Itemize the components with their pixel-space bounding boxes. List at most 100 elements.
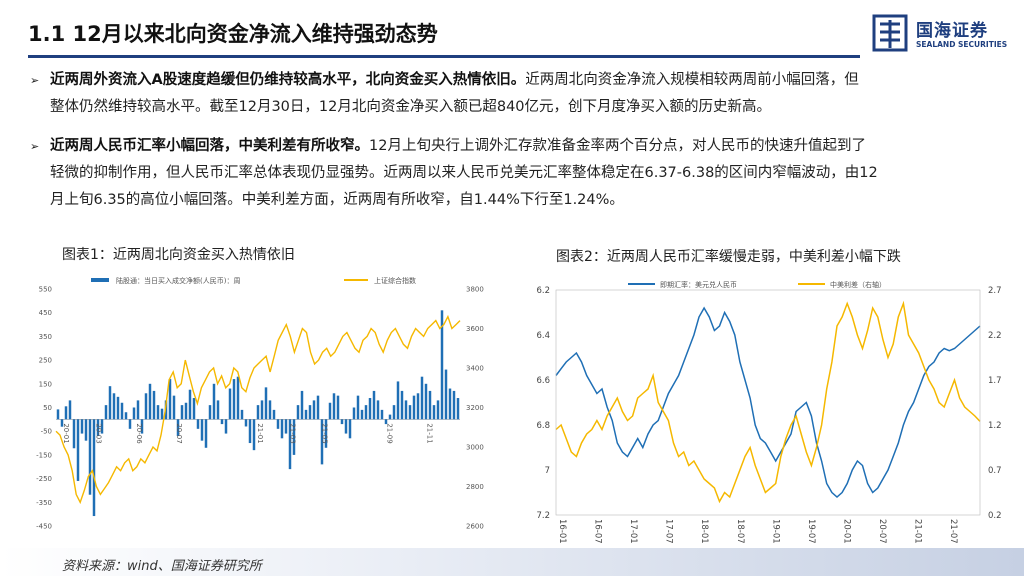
chart2-plot-frame: [555, 289, 981, 516]
chart1-bar: [376, 400, 380, 420]
chart1-bar: [456, 398, 460, 420]
chart1-bar: [364, 405, 368, 420]
chart1-bar: [316, 395, 320, 420]
chart2-x-tick: 20-07: [877, 519, 887, 544]
chart1-bar: [268, 400, 272, 420]
chart1-yright-tick: 3200: [466, 404, 484, 412]
chart1-bar: [248, 419, 252, 444]
chart1-yright-tick: 3400: [466, 365, 484, 373]
chart1-bar: [400, 390, 404, 420]
chart2-legend-spread: 中美利差（右轴）: [830, 280, 886, 289]
chart2-yright-tick: 2.7: [988, 286, 1002, 296]
chart1-x-tick: 20-06: [135, 423, 143, 444]
chart2-title: 图表2：近两周人民币汇率缓慢走弱，中美利差小幅下跌: [556, 249, 901, 265]
bullet-2-line2: 轻微的抑制作用，但人民币汇率总体表现仍显强势。近两周以来人民币兑美元汇率整体稳定…: [50, 165, 878, 181]
chart2-yright-tick: 1.2: [988, 421, 1002, 431]
chart2-spread-line: [555, 300, 981, 504]
chart1-bar: [256, 405, 260, 420]
chart1-bar: [136, 400, 140, 420]
chart1-bar: [324, 419, 328, 448]
chart1-yright-tick: 2800: [466, 483, 484, 491]
chart2-x-tick: 21-01: [913, 519, 923, 544]
chart1-bar: [276, 419, 280, 429]
chart1-bar: [272, 409, 276, 420]
chart1-bar: [172, 395, 176, 420]
chart2-x-tick: 19-01: [770, 519, 780, 544]
chart2-legend-usd: 即期汇率：美元兑人民币: [660, 280, 737, 289]
chart2-x-tick: 18-07: [735, 519, 745, 544]
chart2-x-tick: 19-07: [806, 519, 816, 544]
chart1-bar: [380, 409, 384, 420]
chart1-bar: [280, 419, 284, 439]
bullet-1-bold: 近两周外资流入A股速度趋缓但仍维持较高水平，北向资金买入热情依旧。: [50, 72, 526, 88]
chart2-yright-tick: 1.7: [988, 376, 1002, 386]
chart1-bar: [120, 402, 124, 420]
chart1-bar: [420, 376, 424, 420]
chart1-bar: [288, 419, 292, 470]
chart1-bar: [388, 414, 392, 420]
chart1-bar: [308, 405, 312, 420]
chart1-legend-bars: 陆股通：当日买入成交净额(人民币)：周: [116, 276, 240, 285]
chart1-bar: [92, 419, 96, 517]
chart2-yleft-tick: 6.8: [536, 421, 550, 431]
chart1-bar: [300, 390, 304, 420]
bullet-1-line1: 近两周北向资金净流入规模相较两周前小幅回落，但: [525, 72, 859, 88]
chart2-usdcny-line: [555, 306, 981, 499]
bullet-1-line2: 整体仍然维持较高水平。截至12月30日，12月北向资金净买入额已超840亿元，创…: [50, 99, 772, 115]
chart2-x-tick: 17-01: [628, 519, 638, 544]
chart2-yright-tick: 2.2: [988, 331, 1002, 341]
chart1-bar: [64, 406, 68, 420]
brand-logo: 国海证券 SEALAND SECURITIES: [872, 14, 1022, 56]
chart1-bar: [416, 393, 420, 420]
chart1-bar: [344, 419, 348, 434]
chart1-yright-tick: 3000: [466, 444, 484, 452]
chart1-bar: [404, 400, 408, 420]
chart1-bar: [224, 419, 228, 434]
chart1-bar: [320, 419, 324, 465]
chart1-bar: [124, 412, 128, 420]
chart1-yleft-tick: -50: [41, 428, 52, 436]
chart2-yleft-tick: 6.2: [536, 286, 550, 296]
chart1-yright-tick: 3600: [466, 325, 484, 333]
chart1-bar: [236, 376, 240, 420]
bullet-2-bold: 近两周人民币汇率小幅回落，中美利差有所收窄。: [50, 138, 369, 154]
chart1-bar: [372, 390, 376, 420]
chart1-bar: [192, 398, 196, 420]
source-note: 资料来源：wind、国海证券研究所: [62, 559, 262, 574]
chart2-yleft-tick: 6.6: [536, 376, 550, 386]
chart1-yright-tick: 3800: [466, 286, 484, 294]
chart1-bar: [156, 405, 160, 420]
footer-bar: [0, 548, 1024, 576]
chart1-bar: [336, 395, 340, 420]
chart1-x-tick: 21-11: [426, 423, 434, 443]
chart1-bar: [240, 409, 244, 420]
chart2-x-tick: 18-01: [699, 519, 709, 544]
chart1-yleft-tick: -250: [36, 475, 52, 483]
chart1-bar: [228, 388, 232, 420]
chart1-bar: [356, 395, 360, 420]
chart2-x-tick: 16-01: [557, 519, 567, 544]
chart1-bar: [72, 419, 76, 449]
bullet-2-line3: 月上旬6.35的高位小幅回落。中美利差方面，近两周有所收窄，自1.44%下行至1…: [50, 192, 624, 208]
chart1-bar: [208, 405, 212, 420]
chart1-x-tick: 21-09: [385, 423, 393, 443]
chart1-bar: [444, 369, 448, 420]
chart1-bar: [368, 398, 372, 420]
chart1-bar: [180, 405, 184, 420]
chart1-bar: [392, 405, 396, 420]
logo-cn-text: 国海证券: [916, 21, 988, 41]
chart1-yleft-tick: 50: [43, 404, 52, 412]
chart1-bar: [168, 379, 172, 420]
page-title: 1.1 12月以来北向资金净流入维持强劲态势: [28, 22, 438, 46]
chart1-bar: [352, 407, 356, 420]
chart1-bar: [88, 419, 92, 495]
chart1-bar: [152, 390, 156, 420]
chart1-bar: [84, 419, 88, 441]
chart1-bar: [428, 390, 432, 420]
chart1-bar: [448, 388, 452, 420]
chart1-bar: [60, 419, 64, 427]
chart1-yleft-tick: 350: [39, 333, 52, 341]
chart1-bar: [164, 400, 168, 420]
chart1-bar: [200, 419, 204, 441]
chart1-bar: [104, 405, 108, 420]
